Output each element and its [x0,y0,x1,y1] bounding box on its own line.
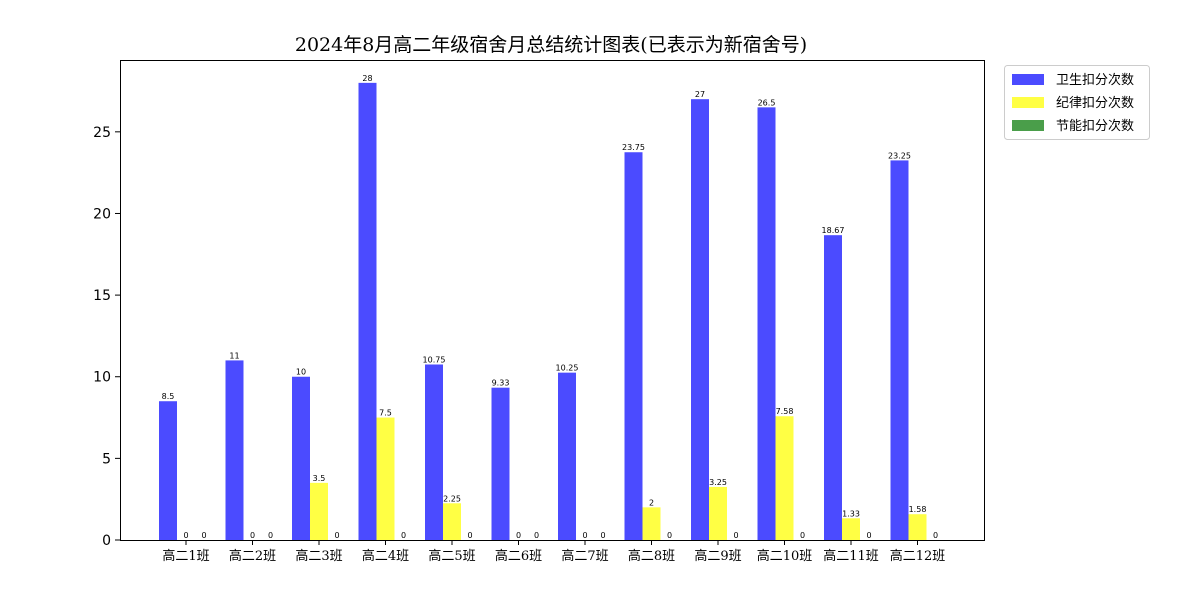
data-label: 2.25 [443,494,461,503]
x-tick-label: 高二10班 [757,548,813,564]
data-label: 9.33 [492,379,510,388]
x-tick-label: 高二8班 [628,548,675,564]
bar [624,152,643,540]
bar [159,401,177,540]
data-label: 2 [649,498,654,507]
bar [890,160,909,541]
data-label: 0 [467,531,472,540]
data-label: 0 [183,531,188,540]
x-tick-label: 高二2班 [229,548,276,564]
bar [775,416,794,540]
bar [358,82,377,540]
data-label: 3.5 [313,474,326,483]
bar [642,507,661,540]
data-label: 0 [201,531,206,540]
y-tick-label: 10 [93,370,111,386]
bar [310,482,328,540]
data-label: 0 [733,531,738,540]
data-label: 11 [229,351,239,360]
data-label: 10.75 [423,355,446,364]
bar [425,364,443,540]
legend-label: 卫生扣分次数 [1056,72,1134,88]
data-label: 23.75 [622,143,645,152]
bar [709,486,727,540]
y-tick-label: 20 [93,206,111,222]
y-tick-label: 25 [93,125,111,141]
x-tick-label: 高二11班 [823,548,879,564]
bar [908,514,927,540]
data-label: 18.67 [822,226,845,235]
legend-swatch [1012,74,1044,85]
x-tick-label: 高二1班 [162,548,209,564]
data-label: 27 [695,90,705,99]
bar [824,235,842,541]
data-label: 8.5 [162,392,175,401]
data-label: 0 [516,531,521,540]
data-label: 0 [600,531,605,540]
y-tick-label: 5 [102,451,111,467]
x-tick-label: 高二12班 [890,548,946,564]
x-tick-label: 高二4班 [362,548,409,564]
data-label: 0 [250,531,255,540]
chart-title: 2024年8月高二年级宿舍月总结统计图表(已表示为新宿舍号) [295,34,807,56]
data-label: 0 [582,531,587,540]
bar [225,360,244,540]
data-label: 0 [401,531,406,540]
bar [491,387,510,540]
data-label: 0 [800,531,805,540]
data-label: 0 [534,531,539,540]
bar [443,503,461,540]
x-tick-label: 高二3班 [295,548,342,564]
data-label: 1.33 [842,509,860,518]
bar [376,417,395,540]
data-label: 10 [296,368,306,377]
data-label: 10.25 [556,364,579,373]
legend-label: 纪律扣分次数 [1056,95,1134,111]
data-label: 7.5 [379,409,392,418]
data-label: 28 [362,74,372,83]
y-tick-label: 0 [102,533,111,549]
data-label: 1.58 [909,505,927,514]
bar [757,107,776,541]
bar [558,372,576,540]
data-label: 0 [667,531,672,540]
data-label: 0 [334,531,339,540]
data-label: 0 [933,531,938,540]
data-label: 26.5 [758,98,776,107]
data-label: 7.58 [776,407,794,416]
x-tick-label: 高二5班 [428,548,475,564]
data-label: 3.25 [709,478,727,487]
legend-label: 节能扣分次数 [1056,118,1134,134]
bar [842,518,860,540]
legend-swatch [1012,97,1044,108]
data-label: 0 [866,531,871,540]
plot-frame [120,60,985,541]
legend-swatch [1012,120,1044,131]
x-tick-label: 高二6班 [495,548,542,564]
x-tick-label: 高二7班 [561,548,608,564]
bar [292,376,310,540]
data-label: 0 [268,531,273,540]
data-label: 23.25 [888,151,911,160]
y-tick-label: 15 [93,288,111,304]
bar [691,99,709,541]
x-tick-label: 高二9班 [694,548,741,564]
